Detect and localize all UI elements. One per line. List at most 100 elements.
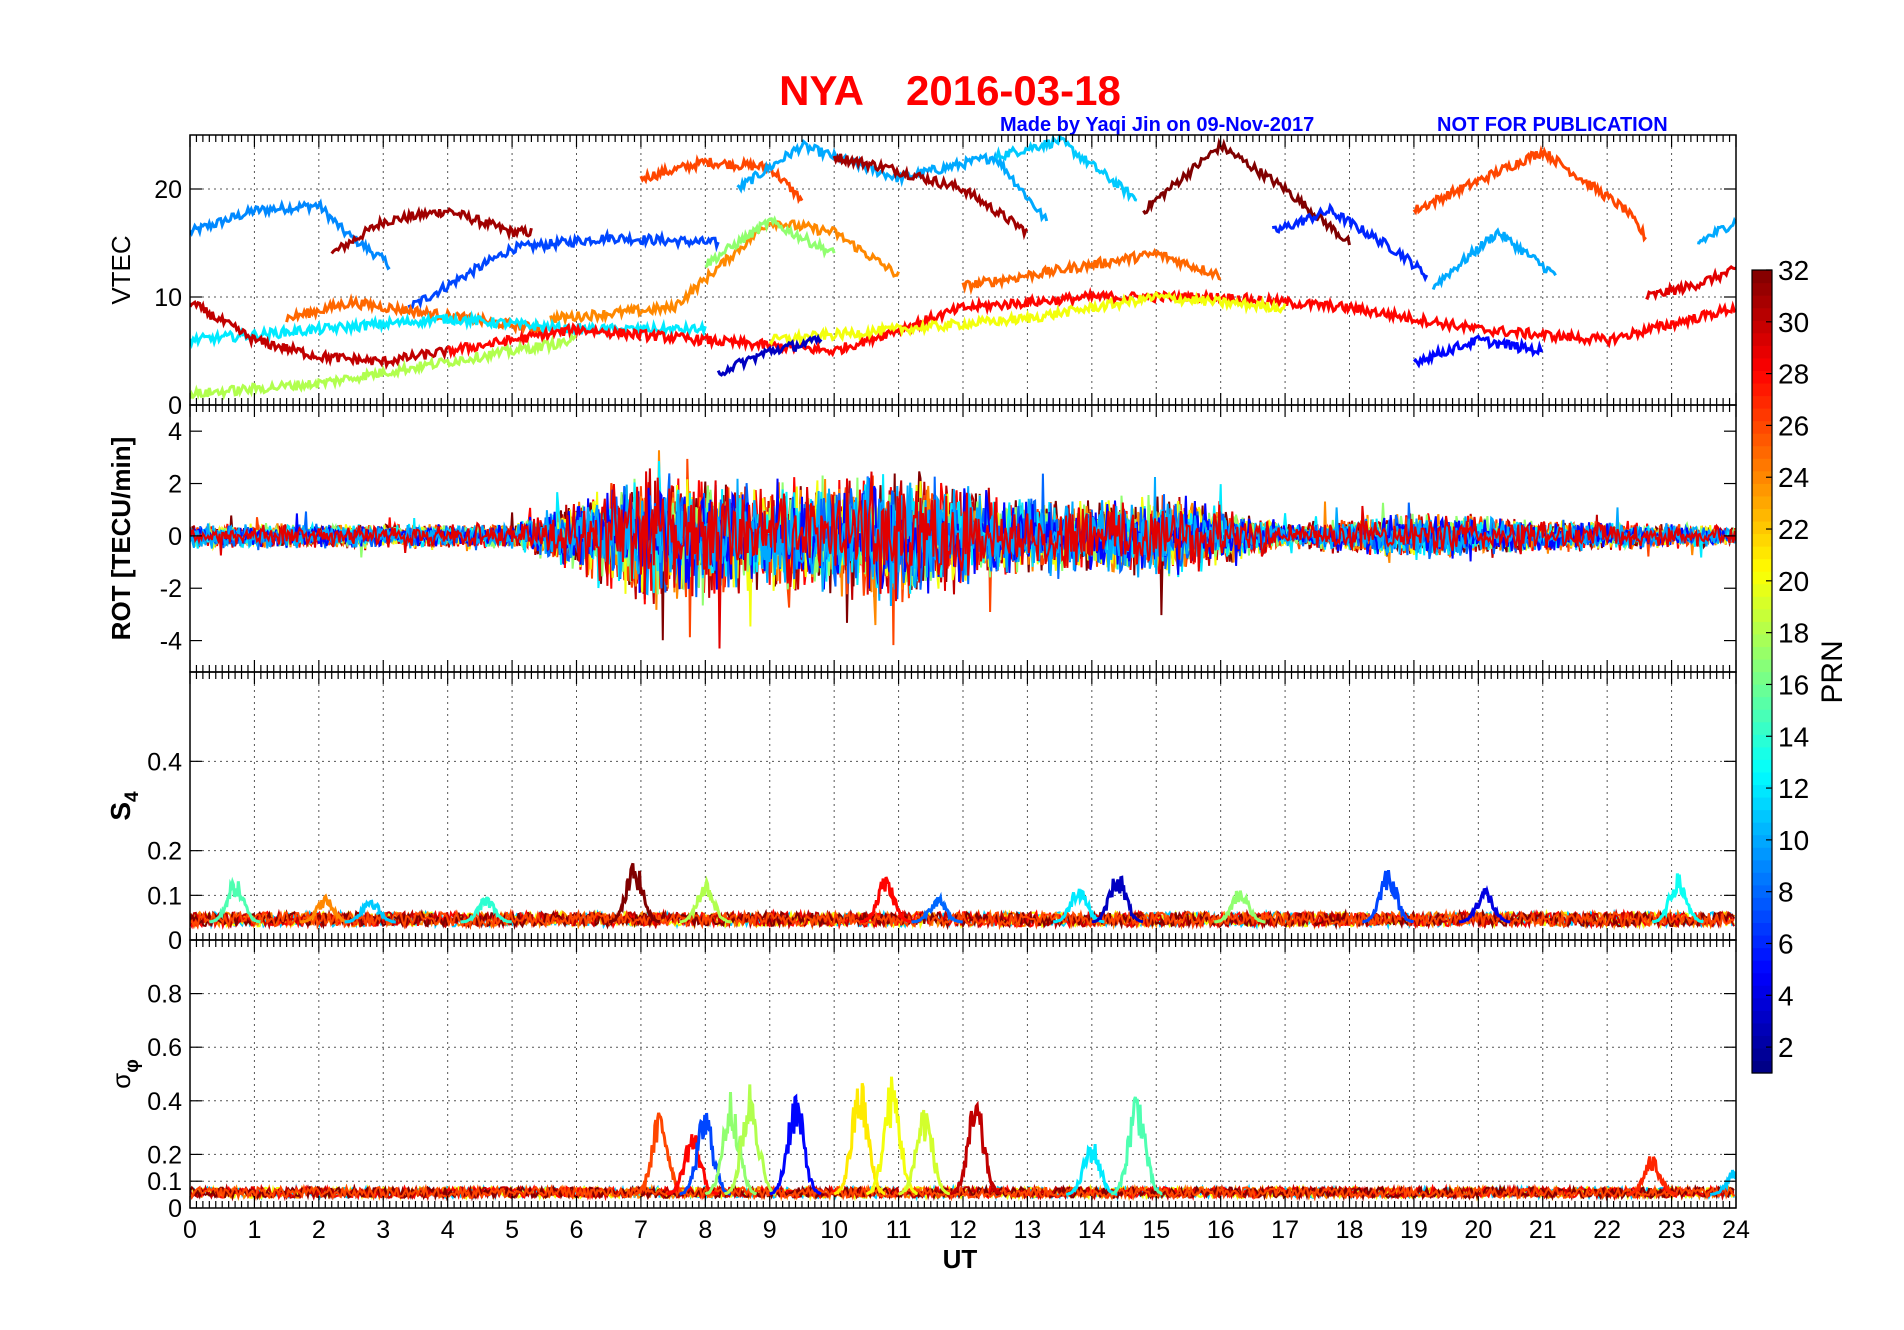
s4-peak-prn-28 (859, 876, 912, 924)
vtec-series-prn-31 (330, 205, 533, 255)
x-tick-label: 23 (1658, 1216, 1686, 1244)
grid-lines (190, 940, 1736, 1208)
x-tick-label: 6 (570, 1216, 584, 1244)
vtec-series-prn-25 (961, 247, 1222, 296)
colorbar-segment (1752, 759, 1772, 773)
colorbar-segment (1752, 1022, 1772, 1036)
y-tick-label: 0.1 (147, 1168, 182, 1196)
colorbar-segment (1752, 307, 1772, 321)
colorbar-segment (1752, 934, 1772, 949)
colorbar-segment (1752, 483, 1772, 497)
s4-peak-prn-32 (608, 862, 661, 924)
colorbar-segment (1752, 721, 1772, 735)
panel-s4: 0 0.1 0.2 0.4S4 (105, 671, 1737, 955)
y-axis-label: VTEC (106, 235, 136, 304)
colorbar-segment (1752, 382, 1772, 397)
colorbar-segment (1752, 621, 1772, 635)
s4-peak-prn-17 (1214, 890, 1266, 924)
x-tick-label: 17 (1271, 1216, 1299, 1244)
vtec-series-prn-25 (285, 293, 546, 337)
colorbar-segment (1752, 583, 1772, 597)
x-tick-label: 12 (949, 1216, 977, 1244)
y-tick-label: 0.4 (147, 1088, 182, 1116)
colorbar-tick-label: 4 (1778, 980, 1794, 1011)
s4-peak-prn-3 (1091, 875, 1144, 924)
x-tick-label: 19 (1400, 1216, 1428, 1244)
x-tick-label: 9 (763, 1216, 777, 1244)
colorbar-segment (1752, 985, 1772, 999)
colorbar-tick-label: 10 (1778, 825, 1809, 856)
colorbar-tick-label: 8 (1778, 877, 1794, 908)
s4-peak-prn-15 (209, 876, 261, 924)
x-tick-label: 13 (1014, 1216, 1042, 1244)
vtec-series-prn-20 (768, 290, 1287, 346)
plot-area (190, 862, 1736, 931)
sigma_phi-peak-prn-15 (1111, 1096, 1163, 1196)
colorbar-segment (1752, 1060, 1772, 1074)
y-tick-label: 4 (168, 418, 182, 446)
colorbar-segment (1752, 571, 1772, 585)
colorbar-segment (1752, 332, 1772, 346)
colorbar-segment (1752, 771, 1772, 786)
grid-lines (190, 672, 1736, 940)
colorbar-tick-label: 30 (1778, 307, 1809, 338)
x-ticks (189, 672, 1737, 940)
colorbar-segment (1752, 897, 1772, 911)
vtec-series-prn-32 (1142, 137, 1351, 246)
vtec-series-prn-24 (549, 218, 900, 328)
colorbar-tick-label: 6 (1778, 928, 1794, 959)
y-tick-label: 20 (154, 176, 182, 204)
colorbar-segment (1752, 596, 1772, 610)
colorbar-segment (1752, 633, 1772, 648)
x-ticks (189, 405, 1737, 672)
sigma_phi-peak-prn-28 (666, 1134, 719, 1196)
s4-peak-prn-11 (344, 899, 396, 924)
vtec-series-prn-7 (407, 228, 720, 312)
s4-peak-prn-13 (1651, 873, 1704, 924)
title-group: NYA 2016-03-18 Made by Yaqi Jin on 09-No… (779, 67, 1668, 136)
s4-peak-prn-14 (460, 896, 512, 924)
colorbar-tick-label: 16 (1778, 669, 1809, 700)
x-tick-label: 24 (1722, 1216, 1750, 1244)
y-tick-label: 2 (168, 471, 182, 499)
vtec-series-prn-10 (1697, 216, 1736, 245)
colorbar-segment (1752, 972, 1772, 986)
colorbar-segment (1752, 646, 1772, 660)
vtec-series-prn-26 (1412, 144, 1647, 243)
x-tick-label: 21 (1529, 1216, 1557, 1244)
chart-title-station: NYA (779, 67, 864, 114)
colorbar-segment (1752, 796, 1772, 811)
vtec-series-prn-11 (994, 135, 1138, 203)
colorbar-segment (1752, 746, 1772, 760)
plot-area (190, 1076, 1736, 1202)
colorbar-tick-label: 20 (1778, 566, 1809, 597)
colorbar-tick-label: 14 (1778, 721, 1809, 752)
x-ticks (189, 135, 1737, 405)
y-tick-label: 0.1 (147, 882, 182, 910)
vtec-series-prn-31 (832, 152, 1029, 241)
x-tick-label: 1 (247, 1216, 261, 1244)
colorbar-segment (1752, 784, 1772, 798)
publication-notice: NOT FOR PUBLICATION (1437, 114, 1668, 136)
x-tick-label: 20 (1464, 1216, 1492, 1244)
colorbar-label: PRN (1816, 640, 1849, 703)
colorbar-segment (1752, 696, 1772, 710)
colorbar-segment (1752, 671, 1772, 685)
colorbar-segment (1752, 1035, 1772, 1049)
colorbar-segment (1752, 508, 1772, 522)
vtec-series-prn-28 (447, 286, 1736, 360)
s4-peak-prn-7 (1362, 869, 1414, 924)
colorbar-segment (1752, 947, 1772, 961)
colorbar-segment (1752, 470, 1772, 484)
colorbar-segment (1752, 320, 1772, 334)
colorbar-segment (1752, 458, 1772, 472)
sigma_phi-peak-prn-30 (949, 1100, 1002, 1196)
colorbar-segment (1752, 433, 1772, 447)
s4-peak-prn-12 (1053, 888, 1105, 924)
x-tick-label: 10 (820, 1216, 848, 1244)
baseline-series-prn-26 (190, 908, 1735, 931)
sigma_phi-peak-prn-17 (704, 1091, 758, 1196)
colorbar-segment (1752, 834, 1772, 848)
vtec-series-prn-6 (1271, 202, 1429, 283)
y-tick-label: 0 (168, 1195, 182, 1223)
